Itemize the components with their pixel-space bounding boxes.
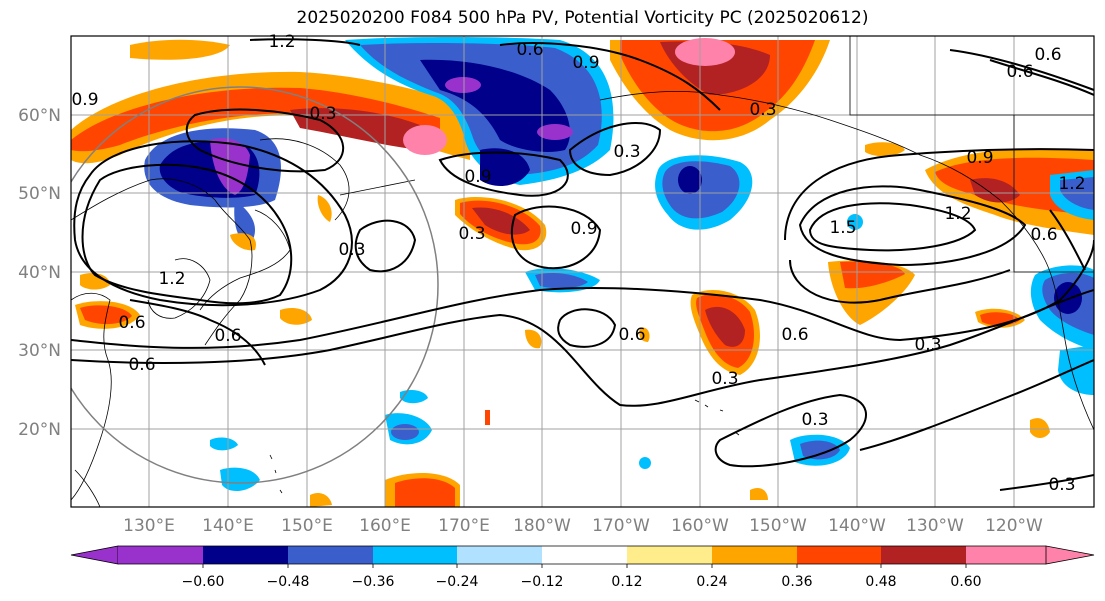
contour-label: 0.6 <box>1034 45 1061 65</box>
lon-label: 140°W <box>828 516 886 536</box>
contour-label: 0.6 <box>618 325 645 345</box>
contour-label: 0.3 <box>801 410 828 430</box>
lat-label: 30°N <box>18 341 61 361</box>
map-frame <box>70 35 1095 508</box>
contour-label: 0.9 <box>966 148 993 168</box>
contour-label: 0.3 <box>749 100 776 120</box>
colorbar: −0.60 −0.48 −0.36 −0.24 −0.12 0.12 0.24 … <box>70 545 1095 590</box>
contour-label: 0.6 <box>214 326 241 346</box>
contour-label: 0.3 <box>338 240 365 260</box>
contour-label: 0.6 <box>1030 225 1057 245</box>
contour-label: 0.6 <box>128 355 155 375</box>
colorbar-cell <box>542 546 627 564</box>
colorbar-cell <box>203 546 288 564</box>
colorbar-label: 0.36 <box>781 574 812 590</box>
contour-label: 1.5 <box>829 218 856 238</box>
lat-label: 40°N <box>18 263 61 283</box>
colorbar-cell <box>373 546 457 564</box>
lon-label: 140°E <box>202 516 254 536</box>
contour-label: 1.2 <box>944 204 971 224</box>
contour-label: 0.9 <box>464 167 491 187</box>
latitude-labels: 60°N 50°N 40°N 30°N 20°N <box>18 106 61 440</box>
colorbar-labels: −0.60 −0.48 −0.36 −0.24 −0.12 0.12 0.24 … <box>182 574 982 590</box>
pv-contours <box>71 38 1094 491</box>
lat-label: 20°N <box>18 420 61 440</box>
contour-label: 1.2 <box>1058 174 1085 194</box>
lat-label: 60°N <box>18 106 61 126</box>
colorbar-label: 0.24 <box>696 574 727 590</box>
contour-label: 0.3 <box>914 335 941 355</box>
lon-label: 160°W <box>671 516 729 536</box>
contour-label: 0.6 <box>781 325 808 345</box>
colorbar-cell <box>288 546 373 564</box>
colorbar-ticks <box>202 564 967 568</box>
lon-label: 150°W <box>749 516 807 536</box>
lon-label: 180°W <box>513 516 571 536</box>
colorbar-cell <box>1045 545 1095 565</box>
contour-label: 0.3 <box>458 224 485 244</box>
lon-label: 160°E <box>359 516 411 536</box>
lat-label: 50°N <box>18 184 61 204</box>
lon-label: 130°W <box>906 516 964 536</box>
colorbar-label: 0.48 <box>865 574 896 590</box>
range-circle <box>71 86 439 484</box>
contour-label: 0.6 <box>1006 62 1033 82</box>
contour-label: 0.9 <box>71 90 98 110</box>
contour-label: 0.3 <box>613 142 640 162</box>
colorbar-label: 0.60 <box>950 574 981 590</box>
lon-label: 170°W <box>592 516 650 536</box>
contour-label: 1.2 <box>158 269 185 289</box>
colorbar-cell <box>457 546 542 564</box>
contour-label: 0.9 <box>570 219 597 239</box>
contour-label: 0.9 <box>572 53 599 73</box>
longitude-labels: 130°E 140°E 150°E 160°E 170°E 180°W 170°… <box>123 516 1043 536</box>
colorbar-label: −0.12 <box>521 574 564 590</box>
lon-label: 150°E <box>281 516 333 536</box>
colorbar-label: −0.24 <box>436 574 479 590</box>
colorbar-label: −0.48 <box>267 574 310 590</box>
map-title: 2025020200 F084 500 hPa PV, Potential Vo… <box>296 8 869 28</box>
contour-label: 1.2 <box>268 32 295 52</box>
colorbar-cell <box>712 546 797 564</box>
colorbar-cell <box>118 546 203 564</box>
colorbar-label: −0.60 <box>182 574 225 590</box>
colorbar-cell <box>966 546 1046 564</box>
colorbar-cell <box>797 546 881 564</box>
colorbar-label: −0.36 <box>352 574 395 590</box>
colorbar-cell <box>70 545 119 565</box>
colorbar-label: 0.12 <box>611 574 642 590</box>
contour-labels: 1.2 0.9 0.6 0.3 0.3 0.3 0.9 0.9 1.2 0.6 … <box>71 32 1085 495</box>
pv-max-pink-1 <box>403 125 447 155</box>
lon-label: 170°E <box>438 516 490 536</box>
contour-label: 0.3 <box>309 104 336 124</box>
contour-label: 0.3 <box>1048 475 1075 495</box>
map-gridlines <box>71 36 1094 507</box>
contour-label: 0.6 <box>118 313 145 333</box>
contour-label: 0.6 <box>516 40 543 60</box>
lon-label: 130°E <box>123 516 175 536</box>
contour-label: 0.3 <box>711 369 738 389</box>
colorbar-cell <box>627 546 712 564</box>
colorbar-cell <box>881 546 966 564</box>
lon-label: 120°W <box>985 516 1043 536</box>
coastlines <box>71 36 1094 507</box>
